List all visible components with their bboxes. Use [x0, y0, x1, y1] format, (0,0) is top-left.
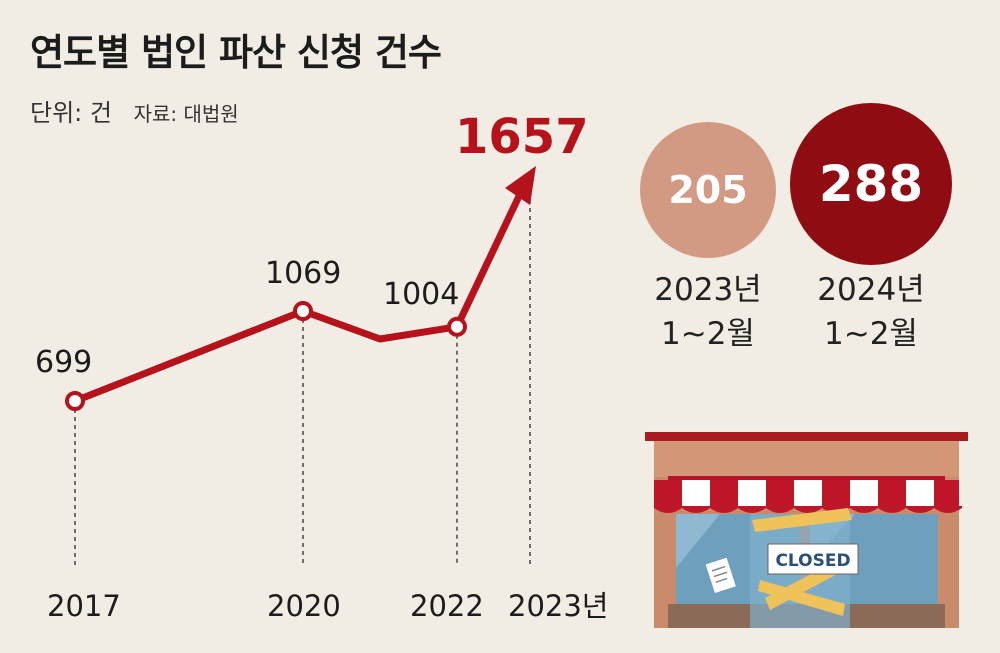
bubble-2023: 205 [640, 122, 776, 258]
data-label-0: 699 [35, 345, 92, 380]
x-tick-label-3: 2023년 [508, 589, 608, 623]
closed-store-illustration: CLOSED [645, 432, 968, 628]
bubble-2023-year: 2023년 [654, 272, 762, 308]
data-label-2: 1004 [383, 277, 459, 312]
bubble-2024: 288 [790, 103, 952, 265]
data-label-3: 1657 [455, 109, 589, 165]
x-tick-label-1: 2020 [267, 589, 341, 623]
unit-label: 단위: 건 [30, 99, 112, 127]
data-point-1 [293, 301, 313, 321]
bubble-2023-period: 1∼2월 [661, 316, 755, 352]
chart-subtitle: 단위: 건 자료: 대법원 [30, 93, 239, 128]
bubble-2024-label: 2024년 1∼2월 [786, 268, 956, 356]
series-line [71, 188, 525, 405]
line-chart: 699 1069 1004 1657 2017 2020 2022 2023년 [35, 109, 608, 623]
bubble-2023-value: 205 [668, 168, 748, 212]
data-label-1: 1069 [265, 256, 341, 291]
bubble-2024-period: 1∼2월 [824, 316, 918, 352]
bubble-2024-value: 288 [818, 155, 924, 213]
chart-title: 연도별 법인 파산 신청 건수 [30, 31, 442, 74]
source-label: 자료: 대법원 [133, 102, 239, 126]
bubble-2023-label: 2023년 1∼2월 [623, 268, 793, 356]
bubble-2024-year: 2024년 [817, 272, 925, 308]
x-tick-label-0: 2017 [47, 589, 121, 623]
data-point-2 [447, 316, 467, 337]
closed-sign-text: CLOSED [775, 551, 850, 571]
series-arrowhead [505, 166, 536, 205]
x-tick-label-2: 2022 [410, 589, 484, 623]
data-point-0 [65, 391, 85, 411]
